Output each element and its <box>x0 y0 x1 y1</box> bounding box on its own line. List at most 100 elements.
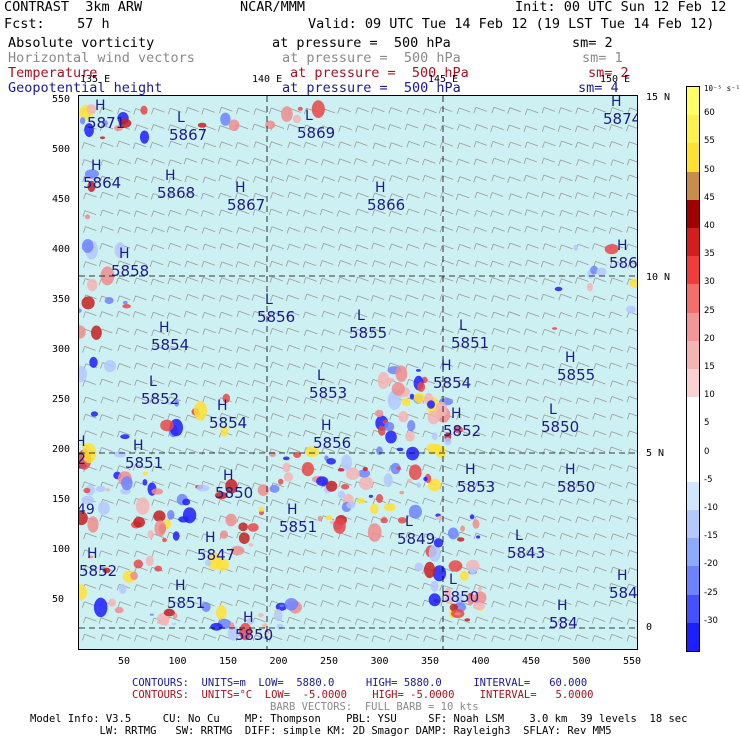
wind-barb <box>235 176 249 183</box>
wind-barb <box>268 548 283 556</box>
wind-barb <box>525 498 539 505</box>
wind-barb <box>286 175 300 182</box>
wind-barb <box>625 243 637 251</box>
vorticity-patch <box>281 106 293 122</box>
wind-barb <box>236 242 251 250</box>
vorticity-patch <box>178 516 189 523</box>
wind-barb <box>558 346 573 353</box>
wind-barb <box>524 601 539 608</box>
height-center-marker: L <box>549 402 557 418</box>
vorticity-patch <box>454 612 461 616</box>
vorticity-patch <box>358 469 371 478</box>
wind-barb <box>202 243 216 251</box>
wind-barb <box>116 465 131 472</box>
contours-temperature-info: CONTOURS: UNITS=°C LOW= -5.0000 HIGH= -5… <box>132 689 594 701</box>
wind-barb <box>388 261 403 268</box>
vorticity-patch <box>196 484 210 492</box>
height-value-label: 5869 <box>297 124 335 142</box>
wind-barb <box>524 294 539 302</box>
height-center-marker: H <box>133 438 144 454</box>
wind-barb <box>252 310 266 318</box>
wind-barb <box>286 616 301 624</box>
wind-barb <box>371 312 386 319</box>
wind-barb <box>388 328 403 336</box>
height-value-label: 5852 <box>141 390 179 408</box>
vorticity-patch <box>142 479 148 486</box>
wind-barb <box>506 124 521 132</box>
wind-barb <box>608 311 623 319</box>
height-value-label: 5850 <box>215 484 253 502</box>
wind-barb <box>319 277 334 285</box>
wind-barb <box>507 514 521 522</box>
wind-barb <box>134 244 148 251</box>
wind-barb <box>252 584 267 591</box>
wind-barb <box>474 380 489 388</box>
vorticity-patch <box>222 393 231 403</box>
wind-barb <box>575 617 590 624</box>
wind-barb <box>540 225 555 233</box>
height-value-label: 5856 <box>257 308 295 326</box>
wind-barb <box>167 413 181 420</box>
wind-barb <box>491 226 505 234</box>
wind-barb <box>83 430 97 437</box>
wind-barb <box>167 124 182 131</box>
wind-barb <box>541 106 556 114</box>
wind-barb <box>270 176 285 183</box>
wind-barb <box>270 361 284 369</box>
wind-barb <box>320 584 334 591</box>
wind-barb <box>406 107 421 115</box>
wind-barb <box>491 174 505 182</box>
wind-barb <box>287 243 301 251</box>
colorbar-label: 35 <box>704 249 715 260</box>
colorbar-segment <box>687 566 699 596</box>
wind-barb <box>303 481 318 489</box>
wind-barb <box>151 124 165 131</box>
vorticity-patch <box>416 482 422 489</box>
wind-barb <box>185 363 199 370</box>
wind-barb <box>150 311 165 319</box>
wind-barb <box>457 311 471 319</box>
wind-barb <box>559 379 574 386</box>
wind-barb <box>438 617 453 625</box>
wind-barb <box>134 328 148 336</box>
wind-barb <box>117 601 132 608</box>
wind-barb <box>574 634 589 641</box>
wind-barb <box>557 635 572 642</box>
vorticity-patch <box>171 622 177 625</box>
vorticity-patch <box>133 516 145 528</box>
wind-barb <box>525 311 540 319</box>
vorticity-patch <box>359 476 373 491</box>
wind-barb <box>202 176 217 184</box>
wind-barb <box>422 328 437 336</box>
height-center-marker: H <box>565 350 576 366</box>
height-center-marker: L <box>305 108 313 124</box>
wind-barb <box>133 210 148 218</box>
height-value-label: 5853 <box>457 478 495 496</box>
wind-barb <box>253 363 267 370</box>
wind-barb <box>167 567 182 574</box>
model-info-line2: LW: RRTMG SW: RRTMG DIFF: simple KM: 2D … <box>30 725 612 737</box>
wind-barb <box>302 430 317 437</box>
wind-barb <box>457 531 471 539</box>
wind-barb <box>592 243 606 250</box>
wind-barb <box>592 226 606 234</box>
vorticity-patch <box>82 443 89 449</box>
x-tick-label: 100 <box>168 656 187 667</box>
height-center-marker: L <box>317 368 325 384</box>
wind-barb <box>541 515 556 522</box>
vorticity-patch <box>248 543 254 547</box>
vorticity-patch <box>86 104 97 114</box>
wind-barb <box>625 481 637 489</box>
wind-barb <box>218 311 233 319</box>
wind-barb <box>269 276 284 284</box>
wind-barb <box>251 123 266 131</box>
wind-barb <box>593 176 608 183</box>
wind-barb <box>489 448 504 455</box>
wind-barb <box>371 396 386 404</box>
height-center-marker: L <box>459 318 467 334</box>
wind-barb <box>627 261 637 269</box>
wind-barb <box>473 312 488 319</box>
wind-barb <box>168 193 182 200</box>
colorbar-segment <box>687 425 699 455</box>
wind-barb <box>219 413 233 420</box>
